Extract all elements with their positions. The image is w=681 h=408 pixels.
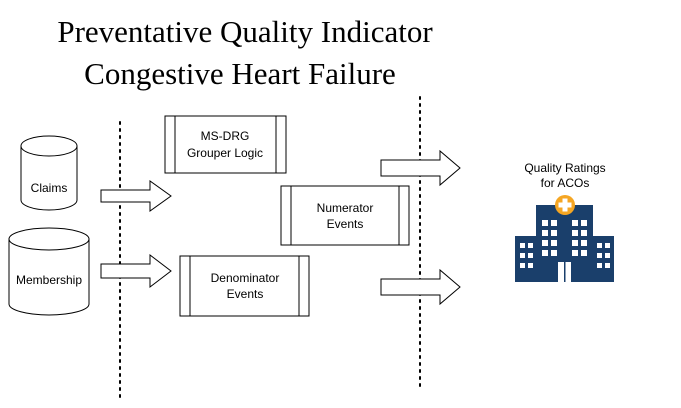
grouper-logic-process: MS-DRG Grouper Logic <box>164 115 287 174</box>
numerator-label-line-2: Events <box>327 217 364 231</box>
grouper-label-line-1: MS-DRG <box>201 129 250 143</box>
denominator-events-process: Denominator Events <box>179 255 310 317</box>
title-line-1: Preventative Quality Indicator <box>57 14 433 49</box>
membership-arrow <box>100 253 172 289</box>
output-arrow-lower <box>380 268 461 306</box>
numerator-events-process: Numerator Events <box>280 185 410 246</box>
membership-database: Membership <box>8 227 90 316</box>
numerator-label-line-1: Numerator <box>317 201 374 215</box>
title-line-2: Congestive Heart Failure <box>84 56 396 91</box>
denominator-label-line-2: Events <box>227 287 264 301</box>
claims-label: Claims <box>31 181 68 195</box>
denominator-label-line-1: Denominator <box>211 271 280 285</box>
hospital-icon <box>515 195 614 282</box>
output-arrow-upper <box>380 149 461 187</box>
claims-database: Claims <box>20 135 78 211</box>
membership-label: Membership <box>16 273 82 287</box>
output-label-line-1: Quality Ratings <box>524 161 605 175</box>
output-label-line-2: for ACOs <box>541 176 590 190</box>
grouper-label-line-2: Grouper Logic <box>187 146 263 160</box>
claims-arrow <box>100 180 172 212</box>
